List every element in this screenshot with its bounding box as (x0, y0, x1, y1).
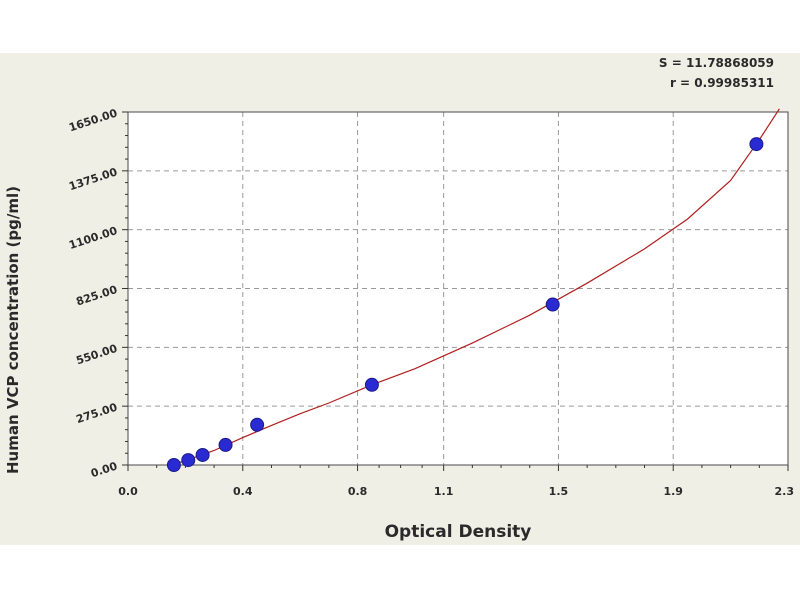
y-tick-label: 825.00 (75, 283, 120, 309)
fit-curve (170, 108, 780, 466)
data-point (250, 417, 265, 432)
y-tick-label: 1375.00 (67, 165, 119, 193)
data-point (364, 377, 379, 392)
x-tick-label: 1.1 (434, 485, 454, 498)
data-point (195, 447, 210, 462)
x-tick-label: 0.0 (118, 485, 138, 498)
fit-statistics: S = 11.78868059 r = 0.99985311 (659, 53, 774, 93)
x-tick-label: 0.4 (233, 485, 253, 498)
data-point (181, 453, 196, 468)
y-tick-label: 1650.00 (67, 106, 119, 134)
stat-s: S = 11.78868059 (658, 56, 774, 70)
data-point (749, 137, 764, 152)
x-tick-label: 2.3 (775, 485, 795, 498)
data-point (218, 437, 233, 452)
x-tick-label: 1.9 (663, 485, 683, 498)
y-tick-label: 0.00 (89, 459, 119, 480)
x-axis-label: Optical Density (384, 522, 532, 542)
y-tick-label: 275.00 (75, 401, 120, 427)
data-point (545, 297, 560, 312)
x-tick-label: 1.5 (549, 485, 569, 498)
y-tick-label: 1100.00 (67, 224, 119, 252)
stat-r: r = 0.99985311 (669, 76, 774, 90)
data-point (166, 458, 181, 472)
x-tick-label: 0.8 (348, 485, 368, 498)
y-tick-label: 550.00 (75, 342, 120, 368)
